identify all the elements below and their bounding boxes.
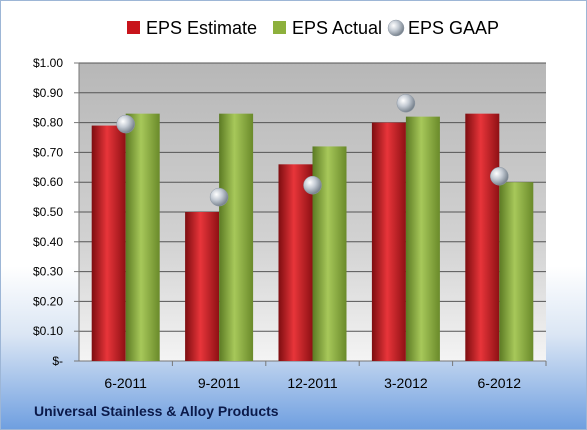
- legend-swatch: [387, 19, 405, 37]
- bar-eps-actual: [125, 113, 160, 361]
- x-category-label: 12-2011: [287, 375, 338, 391]
- bar-eps-estimate: [465, 113, 500, 361]
- bar-eps-estimate: [278, 164, 313, 361]
- bar-eps-estimate: [185, 212, 220, 361]
- bars: [91, 113, 534, 361]
- y-tick-label: $1.00: [33, 56, 63, 70]
- y-tick-label: $0.90: [33, 86, 63, 100]
- marker-eps-gaap: [396, 93, 416, 113]
- y-tick-label: $-: [52, 354, 63, 368]
- bar-eps-estimate: [371, 122, 406, 361]
- y-tick-label: $0.10: [33, 324, 63, 338]
- gaap-markers: [116, 93, 509, 207]
- marker-eps-gaap: [116, 114, 135, 134]
- marker-eps-gaap: [303, 175, 322, 195]
- legend-swatch: [273, 21, 286, 34]
- legend-label: EPS Estimate: [146, 18, 257, 38]
- legend-label: EPS GAAP: [408, 18, 499, 38]
- company-name: Universal Stainless & Alloy Products: [34, 403, 279, 419]
- marker-eps-gaap: [490, 166, 509, 186]
- axis-labels: $- $0.10 $0.20 $0.30 $0.40 $0.50 $0.60 $0.70 $0.…: [33, 56, 521, 391]
- x-category-label: 9-2011: [198, 375, 241, 391]
- y-tick-label: $0.50: [33, 205, 63, 219]
- y-tick-label: $0.80: [33, 116, 63, 130]
- bar-eps-actual: [405, 116, 440, 361]
- y-tick-label: $0.60: [33, 175, 63, 189]
- x-category-label: 3-2012: [384, 375, 428, 391]
- marker-eps-gaap: [209, 187, 229, 207]
- legend: EPS Estimate EPS Actual EPS GAAP: [127, 18, 499, 38]
- y-tick-label: $0.70: [33, 145, 63, 159]
- x-category-label: 6-2012: [478, 375, 522, 391]
- y-tick-label: $0.30: [33, 265, 63, 279]
- y-tick-label: $0.20: [33, 294, 63, 308]
- bar-eps-actual: [499, 182, 534, 361]
- bar-eps-actual: [219, 113, 254, 361]
- x-category-label: 6-2011: [104, 375, 147, 391]
- bar-eps-estimate: [91, 125, 126, 361]
- y-tick-label: $0.40: [33, 235, 63, 249]
- legend-label: EPS Actual: [292, 18, 382, 38]
- legend-swatch: [127, 21, 140, 34]
